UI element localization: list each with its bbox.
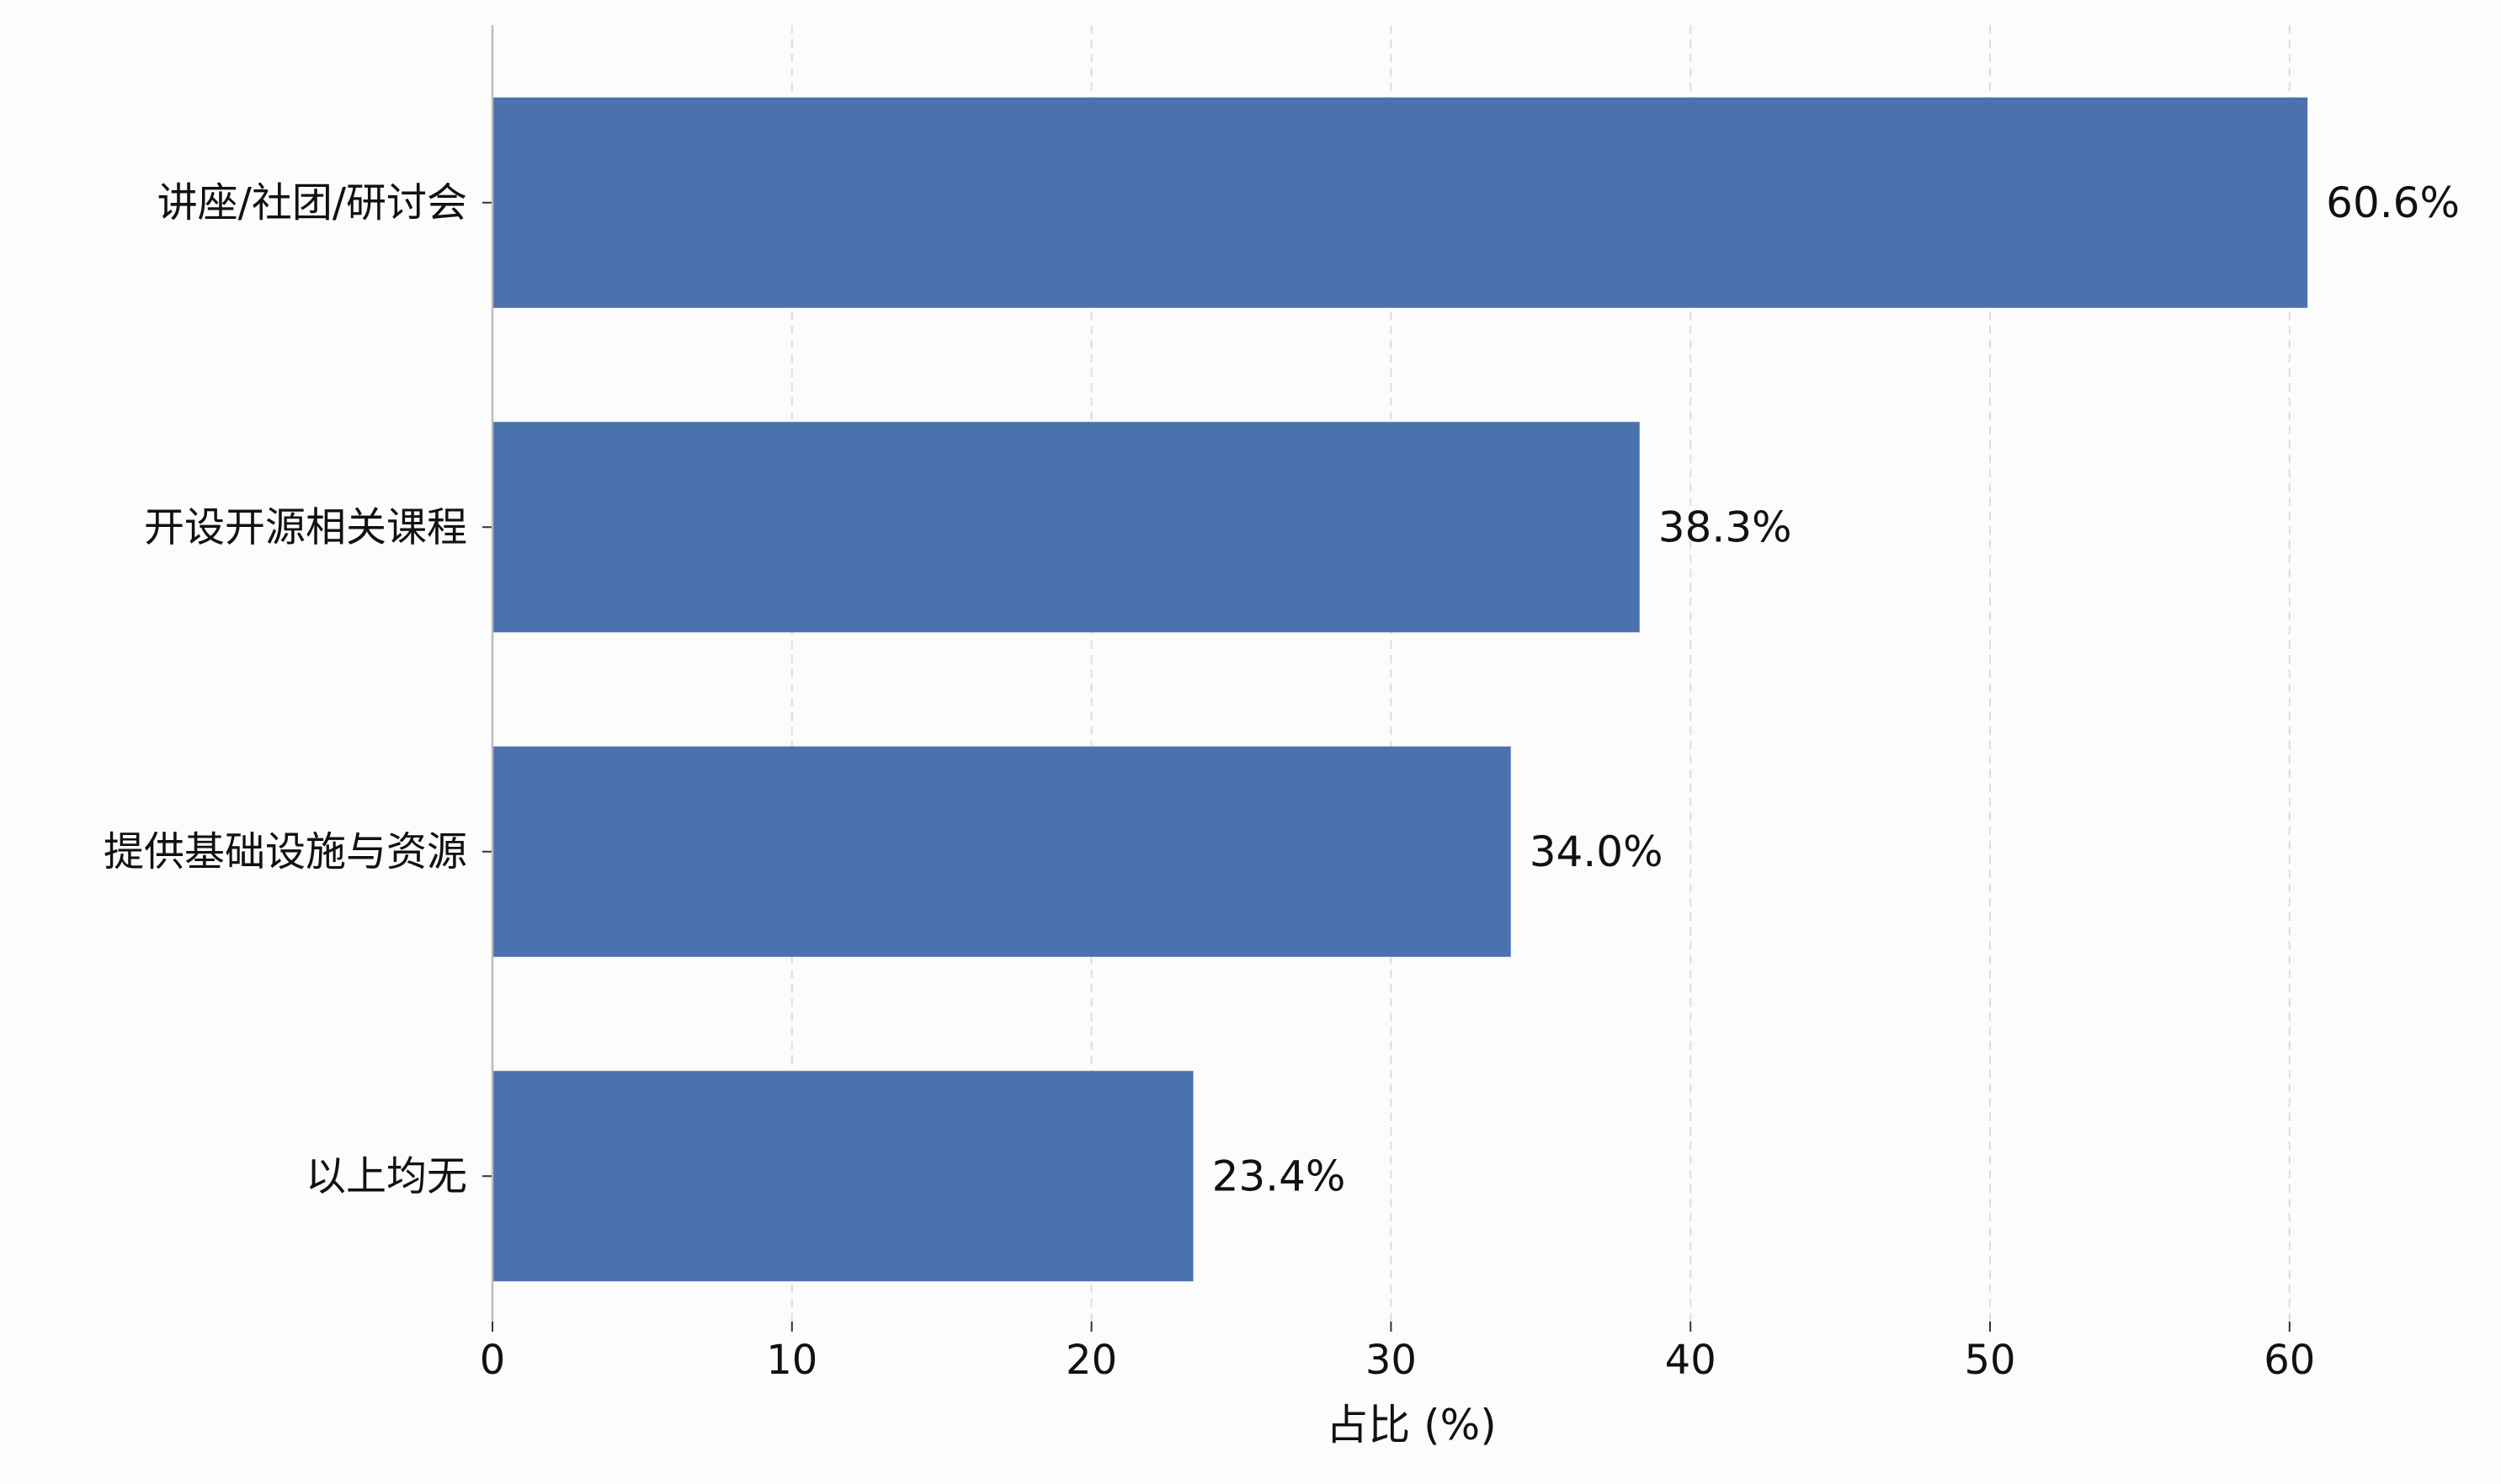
bar	[492, 97, 2308, 308]
bars	[492, 97, 2308, 1282]
bar	[492, 422, 1640, 633]
category-label: 讲座/社团/研讨会	[157, 179, 467, 226]
category-label: 以上均无	[306, 1152, 467, 1199]
labels: 讲座/社团/研讨会 60.6% 开设开源相关课程 38.3% 提供基础设施与资源 34.0…	[104, 178, 2460, 1384]
x-axis-label: 占比 (%)	[1326, 1401, 1496, 1449]
value-label: 60.6%	[2326, 178, 2460, 227]
value-label: 38.3%	[1658, 503, 1792, 551]
bar	[492, 1071, 1194, 1282]
x-tick-label: 30	[1365, 1337, 1417, 1384]
category-label: 开设开源相关课程	[144, 503, 467, 551]
bar	[492, 746, 1511, 957]
x-tick-label: 60	[2264, 1337, 2315, 1384]
category-label: 提供基础设施与资源	[104, 828, 467, 875]
axes	[482, 25, 2291, 1332]
value-label: 23.4%	[1212, 1152, 1346, 1200]
x-tick-label: 40	[1665, 1337, 1716, 1384]
x-tick-label: 10	[766, 1337, 817, 1384]
value-label: 34.0%	[1530, 827, 1663, 876]
x-tick-label: 0	[480, 1337, 506, 1384]
x-tick-label: 50	[1964, 1337, 2015, 1384]
x-tick-label: 20	[1066, 1337, 1117, 1384]
